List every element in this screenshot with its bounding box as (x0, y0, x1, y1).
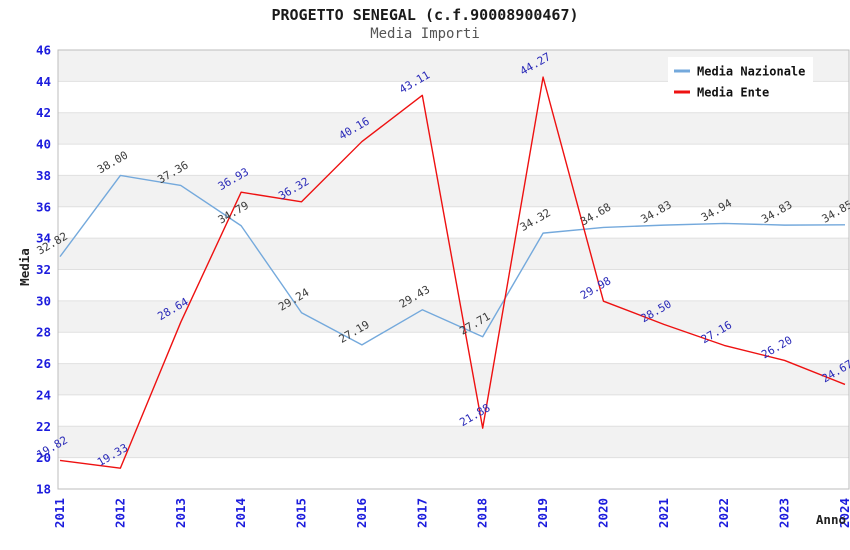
y-tick-label: 46 (36, 43, 51, 58)
x-tick-label: 2011 (52, 498, 67, 528)
x-axis-title: Anno (816, 512, 846, 527)
y-tick-label: 40 (36, 137, 51, 152)
data-label: 34.32 (518, 206, 553, 234)
x-tick-label: 2020 (595, 498, 610, 528)
x-tick-label: 2012 (112, 498, 127, 528)
series-line-media-ente (59, 76, 846, 469)
y-tick-label: 22 (36, 419, 51, 434)
grid-band (58, 112, 849, 145)
x-tick-label: 2022 (716, 498, 731, 528)
legend-label: Media Ente (697, 86, 769, 100)
y-axis-title: Media (17, 248, 32, 286)
y-tick-label: 26 (36, 356, 51, 371)
x-tick-label: 2013 (173, 498, 188, 528)
y-tick-label: 44 (36, 74, 51, 89)
legend-box (668, 57, 813, 103)
x-tick-label: 2021 (656, 498, 671, 528)
y-tick-label: 20 (36, 450, 51, 465)
x-tick-label: 2018 (475, 498, 490, 528)
x-tick-label: 2024 (837, 498, 850, 528)
legend-label: Media Nazionale (697, 65, 805, 79)
grid-band (58, 426, 849, 458)
y-tick-label: 34 (36, 231, 51, 246)
plot-border (57, 49, 850, 490)
y-tick-label: 42 (36, 105, 51, 120)
y-tick-label: 28 (36, 325, 51, 340)
y-tick-label: 36 (36, 199, 51, 214)
data-label: 26.20 (759, 333, 794, 361)
x-tick-label: 2016 (354, 498, 369, 528)
chart-subtitle: Media Importi (370, 26, 480, 42)
data-label: 38.00 (95, 148, 130, 176)
series-line-media-nazionale (59, 174, 846, 346)
grid-band (58, 300, 849, 333)
data-label: 29.98 (578, 274, 613, 302)
x-tick-label: 2017 (414, 498, 429, 528)
x-tick-label: 2014 (233, 498, 248, 528)
chart-title: PROGETTO SENEGAL (c.f.90008900467) (271, 6, 579, 24)
x-tick-label: 2019 (535, 498, 550, 528)
y-tick-label: 30 (36, 293, 51, 308)
y-tick-label: 24 (36, 387, 51, 402)
grid-band (58, 363, 849, 395)
x-tick-label: 2015 (294, 498, 309, 528)
data-label: 21.88 (457, 401, 492, 429)
y-tick-label: 38 (36, 168, 51, 183)
x-tick-label: 2023 (777, 498, 792, 528)
y-tick-label: 32 (36, 262, 51, 277)
y-tick-label: 18 (36, 482, 51, 497)
